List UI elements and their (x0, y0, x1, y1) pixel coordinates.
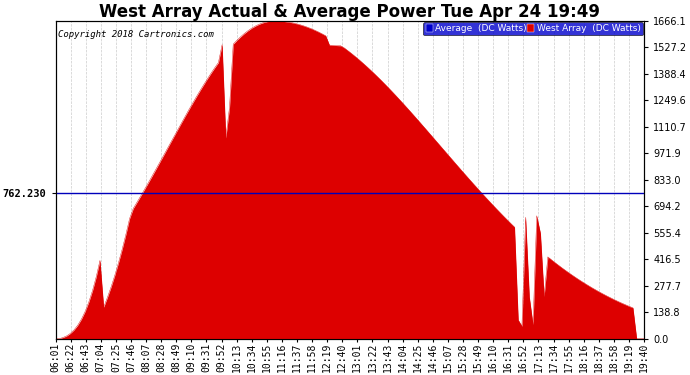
Legend: Average  (DC Watts), West Array  (DC Watts): Average (DC Watts), West Array (DC Watts… (423, 22, 643, 35)
Title: West Array Actual & Average Power Tue Apr 24 19:49: West Array Actual & Average Power Tue Ap… (99, 3, 600, 21)
Text: Copyright 2018 Cartronics.com: Copyright 2018 Cartronics.com (59, 30, 215, 39)
